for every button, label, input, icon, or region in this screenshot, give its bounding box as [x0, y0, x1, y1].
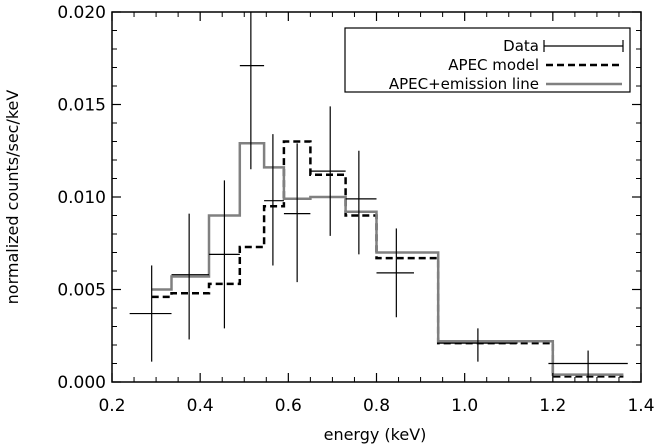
data-point	[438, 328, 518, 362]
x-tick-label: 1.0	[451, 396, 478, 416]
data-point	[129, 265, 172, 362]
data-point	[376, 228, 414, 318]
y-tick-label: 0.015	[57, 96, 106, 116]
legend-label: Data	[503, 37, 539, 55]
chart-marks	[129, 12, 628, 382]
data-point	[239, 12, 265, 170]
data-point	[283, 143, 311, 283]
y-tick-label: 0.005	[57, 281, 106, 301]
x-tick-label: 0.8	[363, 396, 390, 416]
data-point	[548, 350, 628, 382]
x-axis-label: energy (keV)	[324, 425, 427, 444]
y-tick-label: 0.020	[57, 3, 106, 23]
legend-label: APEC model	[448, 56, 539, 74]
x-tick-label: 0.4	[187, 396, 214, 416]
legend-box	[344, 27, 631, 93]
chart-axes: 0.2 0.4 0.6 0.8 1.0 1.2 1.4 0.000 0.005 0.010 0.01…	[57, 3, 654, 416]
data-point	[310, 106, 346, 236]
x-tick-label: 1.2	[539, 396, 566, 416]
x-tick-label: 1.4	[627, 396, 654, 416]
data-point	[345, 150, 377, 255]
legend-label: APEC+emission line	[389, 75, 539, 93]
x-tick-label: 0.6	[275, 396, 302, 416]
data-point	[264, 134, 284, 266]
y-tick-label: 0.010	[57, 188, 106, 208]
data-point	[171, 213, 209, 340]
x-tick-label: 0.2	[98, 396, 125, 416]
y-axis-label: normalized counts/sec/keV	[3, 90, 22, 305]
y-tick-label: 0.000	[57, 373, 106, 393]
data-point	[208, 180, 240, 329]
